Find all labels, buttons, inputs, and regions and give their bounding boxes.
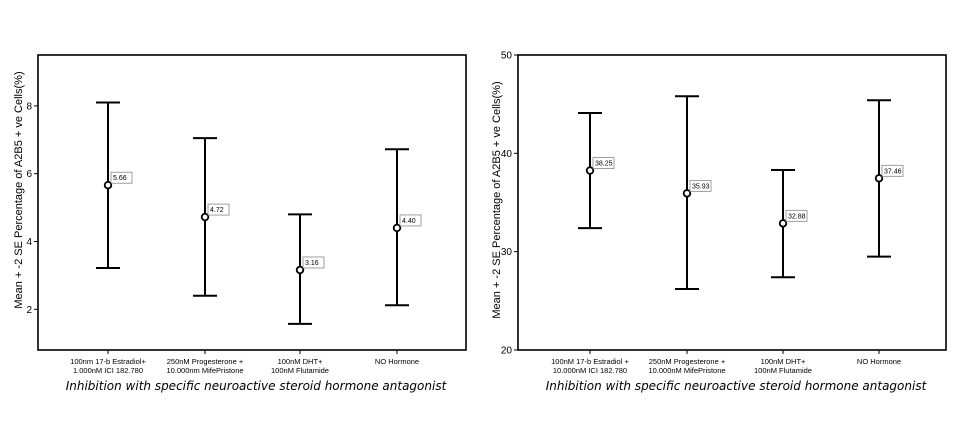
chart-panel-2: 20 30 40 50 100nM 17-b Estradiol +10.000nM I… [491,51,947,393]
data-label-box [689,179,712,192]
x-category-label: 100nM DHT+ [761,357,806,366]
y-tick-label: 6 [26,169,32,180]
mean-point [392,223,402,233]
data-label: 3.16 [305,260,319,267]
y-tick-label: 50 [501,51,513,62]
y-tick-label: 40 [501,149,513,160]
data-label: 37.46 [884,168,902,175]
mean-point [585,166,595,175]
x-axis-label: Inhibition with specific neuroactive ste… [66,379,448,393]
x-category-label: NO Hormone [375,357,419,366]
data-label: 4.40 [402,218,416,225]
y-tick-label: 8 [26,101,32,112]
data-label: 35.93 [692,183,710,190]
data-label: 5.66 [113,175,127,182]
x-category-label: 100nM Flutamide [754,366,812,375]
plot-frame [517,54,947,351]
mean-point [778,219,788,228]
y-tick-label: 2 [26,305,32,316]
data-label-box [785,209,808,222]
data-label-box [592,157,615,169]
mean-point [103,181,113,190]
mean-point [200,212,210,222]
data-label: 38.25 [595,161,613,168]
x-category-label: 10.000nm MifePristone [166,366,243,375]
mean-point [295,265,305,275]
x-category-label: 100nm 17-b Estradiol+ [70,357,146,366]
x-category-label: 250nM Progesterone + [649,357,726,366]
x-category-label: 1.000nM ICI 182.780 [73,366,143,375]
chart-panel-1: 2 4 6 8 100nm 17-b Estradiol+1.000nM ICI 182… [13,54,467,393]
x-category-label: 10.000nM ICI 182.780 [553,366,627,375]
data-label-box [399,214,422,227]
data-label: 4.72 [210,207,224,214]
y-tick-label: 20 [501,346,513,357]
x-category-label: 100nM Flutamide [271,366,329,375]
x-axis-label: Inhibition with specific neuroactive ste… [546,379,928,393]
data-label-box [302,256,325,269]
x-category-label: 100nM 17-b Estradiol + [551,357,629,366]
data-label-box [881,164,904,177]
data-label-box [110,171,133,184]
data-label-box [207,203,230,216]
plot-frame [37,54,467,351]
y-axis-label: Mean + -2 SE Percentage of A2B5 + ve Cel… [13,71,25,308]
y-axis-label: Mean + -2 SE Percentage of A2B5 + ve Cel… [491,81,503,318]
y-tick-label: 30 [501,247,513,258]
x-category-label: 10.000nM MifePristone [648,366,725,375]
x-category-label: 250nM Progesterone + [167,357,244,366]
x-category-label: 100nM DHT+ [278,357,323,366]
data-label: 32.88 [788,213,806,220]
x-category-label: NO Hormone [857,357,901,366]
mean-point [682,189,692,198]
mean-point [874,174,884,183]
y-tick-label: 4 [26,237,32,248]
